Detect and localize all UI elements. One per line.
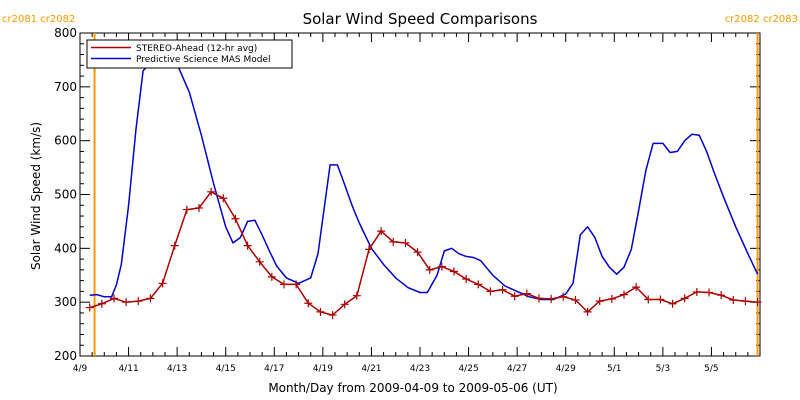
y-axis-label: Solar Wind Speed (km/s) — [29, 122, 43, 270]
data-point — [450, 267, 458, 276]
x-tick-label: 4/21 — [361, 364, 381, 374]
data-point — [632, 283, 641, 292]
data-point — [231, 214, 240, 223]
data-point — [705, 288, 713, 297]
y-tick-label: 600 — [54, 134, 77, 148]
data-point — [571, 296, 580, 305]
data-point — [316, 307, 325, 316]
x-tick-label: 4/17 — [264, 364, 284, 374]
data-point — [656, 295, 665, 304]
data-point — [182, 205, 191, 214]
data-point — [510, 292, 519, 301]
data-point — [437, 262, 446, 271]
y-tick-label: 300 — [54, 295, 77, 309]
data-point — [668, 299, 677, 308]
legend-label: STEREO-Ahead (12-hr avg) — [136, 44, 257, 54]
x-tick-label: 4/23 — [410, 364, 430, 374]
data-point — [219, 194, 228, 203]
legend-label: Predictive Science MAS Model — [136, 55, 271, 65]
axes-layer: 4/9 4/11 4/13 4/15 4/17 4/19 4/21 4/23 4/25 4/27 4… — [2, 14, 798, 374]
data-point — [243, 241, 252, 250]
x-tick-label: 5/1 — [607, 364, 621, 374]
data-point — [389, 237, 398, 246]
series-line — [89, 191, 758, 316]
data-point — [352, 291, 361, 300]
data-point — [425, 265, 434, 274]
y-tick-label: 500 — [54, 188, 77, 202]
data-point — [498, 285, 507, 294]
data-point — [97, 299, 106, 308]
x-tick-label: 5/3 — [656, 364, 670, 374]
y-tick-label: 800 — [54, 26, 77, 40]
data-point — [134, 297, 143, 306]
y-tick-label: 700 — [54, 80, 77, 94]
x-tick-label: 4/9 — [73, 364, 88, 374]
x-tick-label: 4/13 — [167, 364, 187, 374]
data-point — [486, 287, 495, 296]
data-point — [365, 245, 373, 254]
data-point — [207, 187, 216, 196]
y-tick-label: 400 — [54, 241, 77, 255]
data-point — [158, 279, 167, 288]
y-tick-label: 200 — [54, 349, 77, 363]
rotation-label-a: cr2082 — [725, 14, 763, 25]
data-point — [170, 241, 179, 250]
legend-box — [86, 39, 293, 69]
data-point — [195, 203, 203, 212]
x-tick-label: 4/11 — [118, 364, 138, 374]
rotation-label-b: cr2083 — [763, 14, 798, 25]
series-layer — [85, 58, 762, 320]
data-point — [717, 291, 726, 300]
data-point — [535, 294, 543, 303]
x-axis-label: Month/Day from 2009-04-09 to 2009-05-06 … — [268, 381, 557, 395]
series-line — [89, 58, 759, 301]
data-point — [644, 295, 653, 304]
data-point — [547, 294, 556, 303]
data-point — [413, 248, 422, 257]
chart-title: Solar Wind Speed Comparisons — [303, 10, 538, 28]
x-tick-label: 4/15 — [216, 364, 236, 374]
data-point — [292, 280, 301, 289]
data-point — [741, 297, 750, 306]
rotation-marker-label: cr2082 cr2083 — [725, 14, 798, 25]
rotation-label-b: cr2082 — [40, 14, 75, 25]
data-point — [85, 303, 94, 312]
legend: STEREO-Ahead (12-hr avg)Predictive Scien… — [86, 39, 293, 69]
x-tick-label: 4/25 — [458, 364, 478, 374]
data-point — [680, 294, 689, 303]
data-point — [595, 297, 604, 306]
data-point — [377, 227, 386, 236]
rotation-marker-label: cr2081 cr2082 — [2, 14, 75, 25]
data-point — [340, 300, 349, 309]
data-point — [304, 299, 313, 308]
data-point — [522, 289, 531, 298]
data-point — [267, 272, 276, 281]
data-point — [328, 311, 337, 320]
data-point — [122, 298, 131, 307]
rotation-label-a: cr2081 — [2, 14, 40, 25]
data-point — [620, 290, 628, 299]
x-tick-label: 4/19 — [313, 364, 333, 374]
data-point — [462, 275, 471, 284]
data-point — [280, 280, 288, 289]
data-point — [729, 296, 738, 305]
x-tick-label: 4/29 — [556, 364, 576, 374]
data-point — [255, 257, 264, 266]
x-tick-label: 5/5 — [704, 364, 718, 374]
data-point — [753, 298, 762, 307]
data-point — [607, 294, 616, 303]
data-point — [692, 287, 701, 296]
data-point — [401, 238, 410, 247]
data-point — [474, 280, 483, 289]
data-point — [559, 292, 568, 301]
data-point — [110, 294, 118, 303]
x-tick-label: 4/27 — [507, 364, 527, 374]
data-point — [583, 307, 592, 316]
data-point — [146, 294, 155, 303]
